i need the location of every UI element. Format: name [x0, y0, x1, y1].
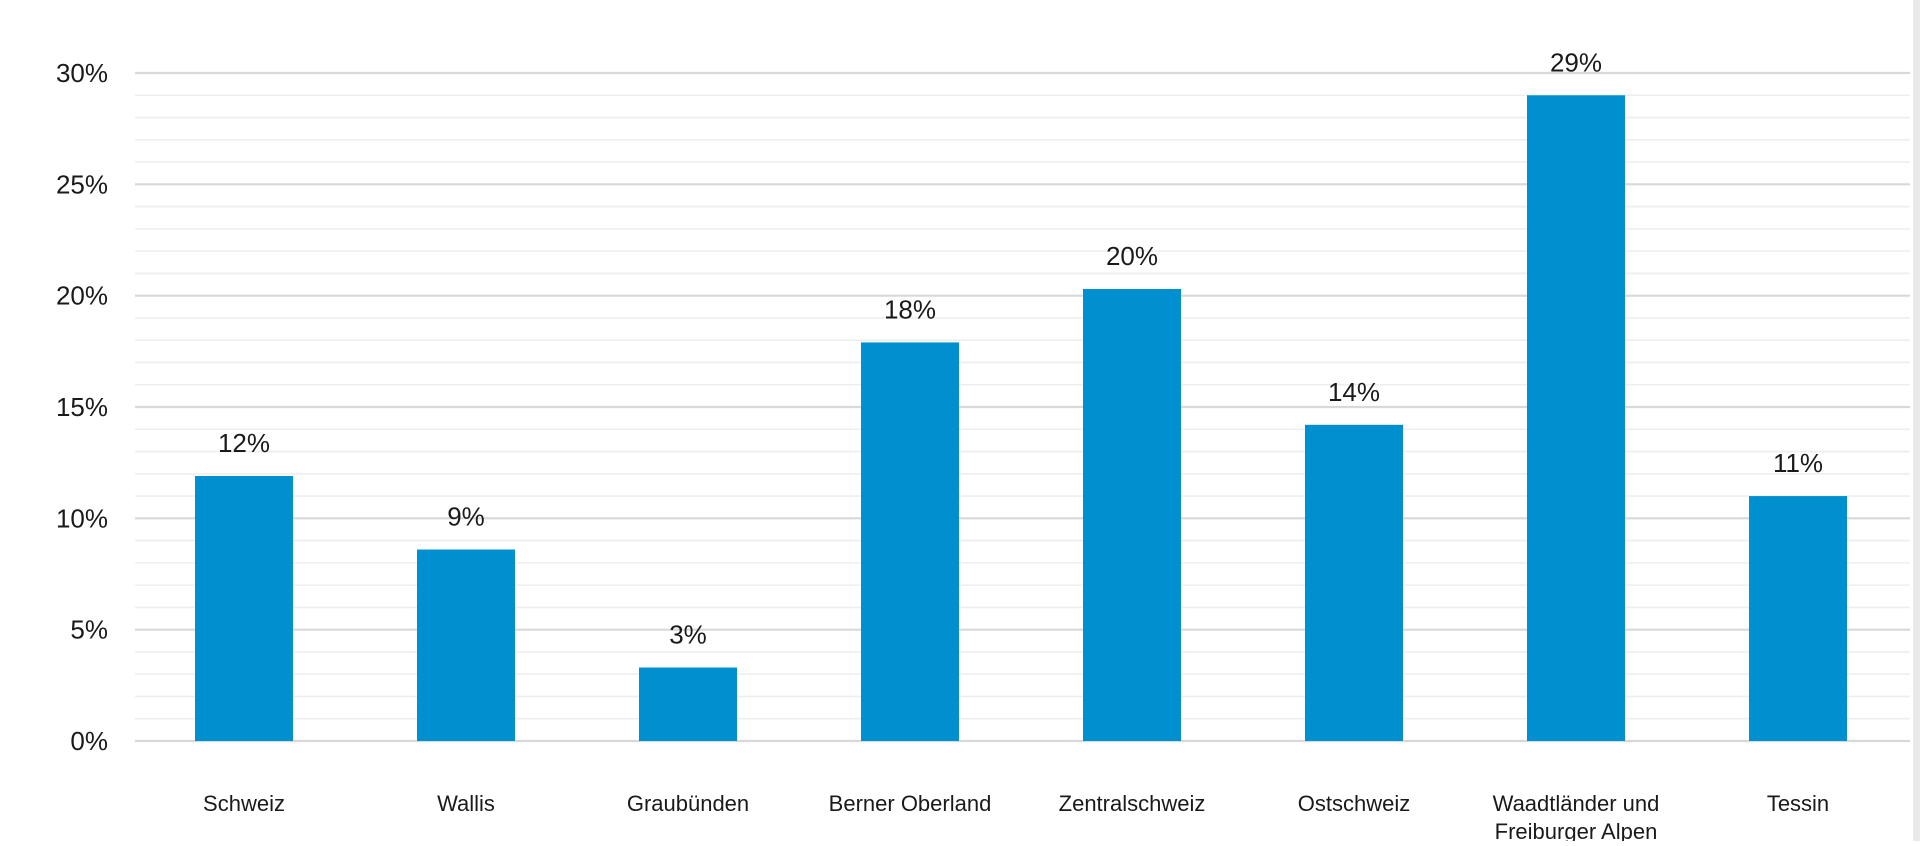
- bar: [1305, 424, 1403, 741]
- x-tick-label-line: Freiburger Alpen: [1495, 819, 1658, 841]
- x-tick-label-line: Wallis: [437, 791, 495, 816]
- x-tick-label: Schweiz: [203, 791, 285, 816]
- y-tick-label: 25%: [56, 169, 108, 199]
- y-tick-label: 5%: [70, 615, 108, 645]
- y-tick-label: 30%: [56, 58, 108, 88]
- x-tick-label: Wallis: [437, 791, 495, 816]
- data-labels: 12% 9% 3% 18% 20% 14% 29% 11%: [218, 47, 1823, 649]
- bars: [195, 95, 1847, 742]
- x-tick-label: Berner Oberland: [829, 791, 992, 816]
- x-tick-label-line: Zentralschweiz: [1059, 791, 1206, 816]
- data-label: 29%: [1550, 47, 1602, 77]
- bar: [195, 476, 293, 741]
- x-axis: Schweiz Wallis Graubünden Berner Oberland Ze…: [203, 791, 1829, 844]
- bar: [861, 342, 959, 741]
- x-tick-label-line: Schweiz: [203, 791, 285, 816]
- data-label: 12%: [218, 428, 270, 458]
- y-tick-label: 0%: [70, 726, 108, 756]
- x-tick-label: Graubünden: [627, 791, 749, 816]
- y-tick-label: 20%: [56, 281, 108, 311]
- data-label: 11%: [1773, 448, 1823, 478]
- bar: [1527, 95, 1625, 742]
- x-tick-label-line: Ostschweiz: [1298, 791, 1410, 816]
- x-tick-label-line: Tessin: [1767, 791, 1829, 816]
- y-tick-label: 10%: [56, 503, 108, 533]
- window-edge: [1913, 0, 1920, 841]
- data-label: 18%: [884, 294, 936, 324]
- x-tick-label-line: Graubünden: [627, 791, 749, 816]
- x-tick-label: Waadtländer und Freiburger Alpen: [1493, 791, 1660, 841]
- y-tick-label: 15%: [56, 392, 108, 422]
- x-tick-label-line: Waadtländer und: [1493, 791, 1660, 816]
- bar: [639, 667, 737, 741]
- bar: [1083, 288, 1181, 741]
- data-label: 14%: [1328, 377, 1380, 407]
- bar: [417, 549, 515, 741]
- data-label: 20%: [1106, 241, 1158, 271]
- data-label: 9%: [447, 502, 485, 532]
- x-tick-label: Ostschweiz: [1298, 791, 1410, 816]
- y-axis: 0% 5% 10% 15% 20% 25% 30%: [56, 58, 108, 756]
- data-label: 3%: [669, 620, 707, 650]
- x-tick-label: Zentralschweiz: [1059, 791, 1206, 816]
- x-tick-label: Tessin: [1767, 791, 1829, 816]
- bar: [1749, 496, 1847, 741]
- grid-layer: [135, 71, 1910, 743]
- x-tick-label-line: Berner Oberland: [829, 791, 992, 816]
